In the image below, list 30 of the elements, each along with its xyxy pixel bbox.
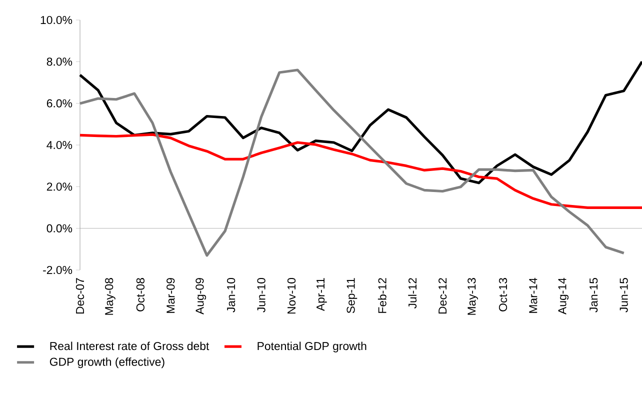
x-tick-label: Jul-12: [408, 278, 417, 309]
x-tick-label: Feb-12: [378, 278, 386, 313]
x-tick-label: Dec-12: [438, 278, 447, 314]
legend-label: Real Interest rate of Gross debt: [50, 342, 210, 350]
x-tick-label: Oct-08: [136, 278, 144, 312]
y-tick-label: 6.0%: [46, 99, 72, 108]
legend-label: Potential GDP growth: [258, 342, 366, 352]
x-tick-label: Sep-11: [346, 278, 358, 314]
y-tick-label: 2.0%: [46, 182, 72, 191]
x-tick-label: May-08: [105, 278, 116, 315]
y-tick-label: 0.0%: [46, 224, 72, 232]
x-tick-label: Oct-13: [498, 278, 508, 312]
x-tick-label: Jun-15: [620, 278, 628, 312]
x-tick-label: Dec-07: [76, 278, 84, 314]
y-tick-label: 8.0%: [46, 58, 72, 66]
x-tick-label: Mar-09: [166, 278, 175, 313]
x-tick-label: Apr-11: [316, 278, 327, 312]
x-tick-label: Aug-09: [196, 278, 206, 314]
x-tick-label: Jan-15: [590, 278, 598, 312]
legend-label: GDP growth (effective): [50, 357, 164, 368]
x-tick-label: May-13: [468, 278, 478, 315]
x-tick-label: Aug-14: [558, 278, 569, 314]
x-tick-label: Jan-10: [227, 278, 236, 312]
y-tick-label: 4.0%: [46, 140, 72, 150]
line-series: [78, 60, 642, 184]
x-tick-label: Nov-10: [287, 278, 296, 314]
y-tick-label: -2.0%: [43, 266, 72, 274]
x-tick-label: Jun-10: [257, 278, 266, 312]
x-tick-label: Mar-14: [529, 278, 538, 313]
y-tick-label: 10.0%: [40, 16, 72, 24]
